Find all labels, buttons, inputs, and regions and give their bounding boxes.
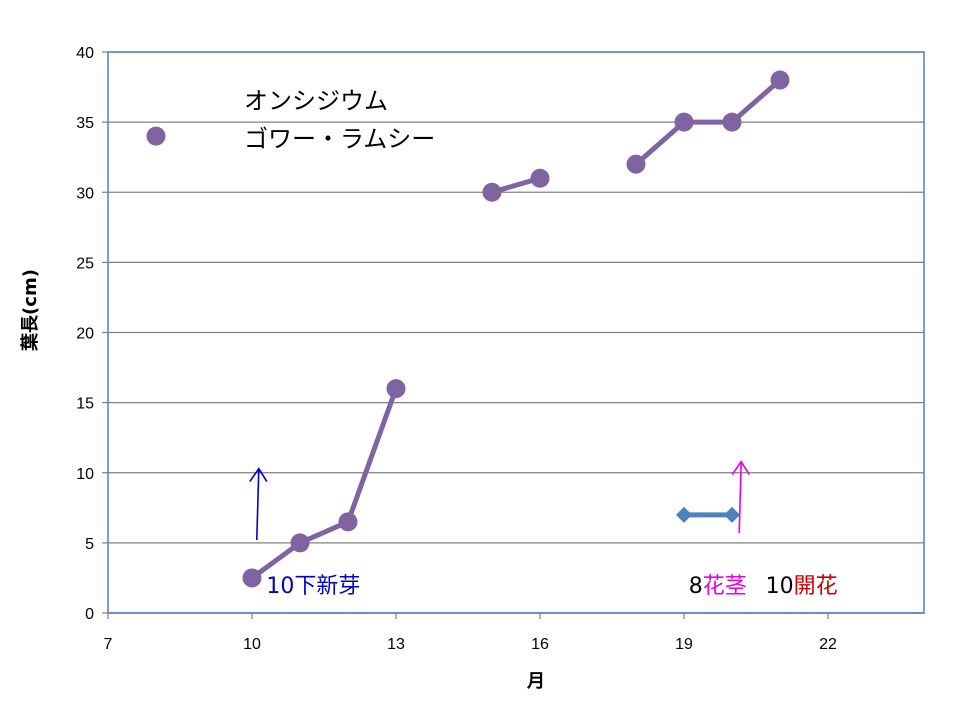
- annotation-shinme: 10下新芽: [266, 574, 360, 599]
- data-point: [290, 533, 310, 553]
- y-tick-labels: 0 5 10 15 20 25 30 35 40: [76, 45, 94, 623]
- x-tick-label: 7: [104, 636, 113, 653]
- kakei-arrow-shaft: [738, 461, 742, 534]
- plot-area-border: [107, 51, 925, 614]
- chart-annotation-title-2: ゴワー・ラムシー: [244, 125, 435, 153]
- data-point: [146, 126, 166, 146]
- y-tick-label: 30: [76, 185, 94, 202]
- arrow-layer: [249, 460, 750, 541]
- data-point: [626, 154, 646, 174]
- x-tick-label: 16: [531, 636, 549, 653]
- data-point: [722, 112, 742, 132]
- y-tick-label: 40: [76, 45, 94, 62]
- data-point: [242, 568, 262, 588]
- x-tick-label: 19: [675, 636, 693, 653]
- data-point-diamond: [724, 506, 740, 523]
- series-line-3: [634, 78, 782, 167]
- annotation-kakei: 8花茎: [689, 574, 747, 599]
- data-point-diamond: [676, 506, 692, 523]
- y-tick-label: 20: [76, 326, 94, 343]
- x-axis-title: 月: [526, 671, 545, 692]
- y-tick-label: 0: [85, 606, 94, 623]
- y-tick-label: 35: [76, 115, 94, 132]
- y-axis-title: 葉長(cm): [20, 269, 41, 352]
- kakei-arrow-head: [731, 460, 750, 475]
- x-tick-label: 10: [243, 636, 261, 653]
- y-tick-label: 15: [76, 396, 94, 413]
- grid-lines: [102, 51, 924, 619]
- y-tick-label: 10: [76, 466, 94, 483]
- x-tick-labels: 7 10 13 16 19 22: [104, 636, 837, 653]
- data-point: [338, 512, 358, 532]
- y-tick-label: 25: [76, 255, 94, 272]
- chart-annotation-title-1: オンシジウム: [244, 87, 388, 115]
- y-tick-label: 5: [85, 536, 94, 553]
- data-point: [674, 112, 694, 132]
- x-tick-label: 22: [819, 636, 837, 653]
- series-line-1: [250, 387, 399, 580]
- annotation-kaika: 10開花: [766, 574, 838, 599]
- annotation-kakei-number: 8: [689, 574, 703, 599]
- shinme-arrow-shaft: [256, 468, 260, 541]
- x-tick-label: 13: [387, 636, 405, 653]
- data-point: [482, 182, 502, 202]
- series-layer: [146, 70, 790, 588]
- annotation-kakei-word: 花茎: [703, 574, 747, 599]
- annotation-kaika-number: 10: [766, 574, 794, 599]
- annotation-kaika-word: 開花: [794, 574, 838, 599]
- data-point: [770, 70, 790, 90]
- data-point: [386, 379, 406, 399]
- data-point: [530, 168, 550, 188]
- shinme-arrow-head: [249, 467, 268, 482]
